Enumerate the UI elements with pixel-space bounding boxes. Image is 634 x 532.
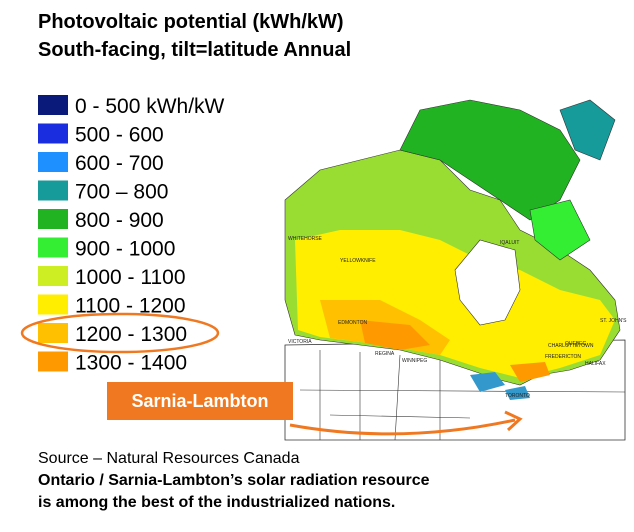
legend-swatch (38, 237, 68, 258)
legend-label: 700 – 800 (75, 181, 168, 204)
callout-arrow (289, 418, 516, 436)
title: Photovoltaic potential (kWh/kW) (38, 11, 344, 33)
city-label: QUEBEC (565, 341, 587, 347)
city-label: EDMONTON (338, 320, 367, 326)
legend-swatch (38, 323, 68, 343)
city-label: YELLOWKNIFE (340, 258, 376, 264)
city-label: TORONTO (505, 393, 530, 399)
city-label: FREDERICTON (545, 354, 581, 360)
legend-label: 900 - 1000 (75, 238, 175, 261)
legend-label: 1000 - 1100 (75, 266, 186, 289)
legend-label: 1100 - 1200 (75, 295, 186, 318)
legend-label: 0 - 500 kWh/kW (75, 95, 225, 118)
city-label: HALIFAX (585, 361, 606, 367)
city-label: WHITEHORSE (288, 236, 323, 242)
legend-swatch (38, 351, 68, 372)
legend-swatch (38, 123, 68, 144)
statement: Ontario / Sarnia-Lambton’s solar radiati… (38, 472, 430, 489)
map (284, 99, 626, 441)
legend-label: 1200 - 1300 (75, 323, 187, 346)
legend-swatch (38, 152, 68, 172)
city-label: VICTORIA (288, 339, 312, 345)
city-label: ST. JOHN'S (600, 318, 627, 324)
source: Source – Natural Resources Canada (38, 450, 300, 467)
city-label: IQALUIT (500, 240, 519, 246)
arrow-head (504, 410, 523, 432)
legend-swatch (38, 180, 68, 201)
city-label: REGINA (375, 351, 395, 357)
subtitle: South-facing, tilt=latitude Annual (38, 39, 351, 61)
city-labels: WHITEHORSE YELLOWKNIFE IQALUIT VICTORIA EDMO… (288, 236, 627, 399)
highlight-ring (20, 312, 220, 354)
city-label: WINNIPEG (402, 358, 427, 364)
legend-swatch (38, 294, 68, 315)
legend-label: 800 - 900 (75, 209, 164, 232)
callout-label: Sarnia-Lambton (131, 391, 268, 411)
callout-box (107, 382, 293, 420)
legend-swatch (38, 209, 68, 229)
legend-label: 500 - 600 (75, 124, 164, 147)
statement: is among the best of the industrialized … (38, 494, 395, 511)
legend-swatch (38, 95, 68, 115)
legend-swatch (38, 266, 68, 286)
legend: 0 - 500 kWh/kW 500 - 600 600 - 700 700 – 80… (38, 95, 225, 375)
legend-label: 600 - 700 (75, 152, 164, 175)
city-label: CHARLOTTETOWN (548, 343, 594, 349)
legend-label: 1300 - 1400 (75, 352, 187, 375)
